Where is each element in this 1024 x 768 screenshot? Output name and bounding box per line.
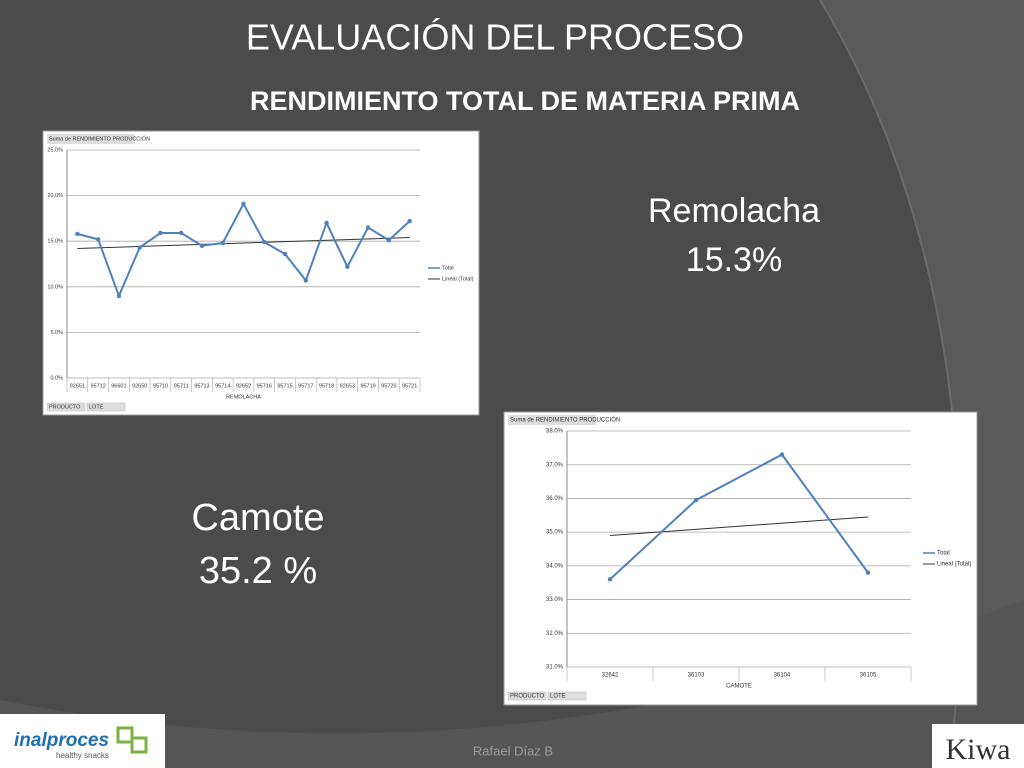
point (407, 218, 412, 224)
point (282, 251, 288, 257)
point (386, 238, 392, 243)
chart-header (47, 134, 135, 144)
y-tick-label: 32.0% (546, 631, 564, 637)
y-tick-label: 34.0% (546, 563, 564, 569)
logo-box (0, 714, 165, 768)
y-tick-label: 36.0% (546, 496, 564, 502)
filter-button (46, 402, 86, 412)
legend-label: Lineal (Total) (937, 562, 971, 568)
x-axis-label: REMOLACHA (226, 394, 261, 400)
label-name: Camote (191, 497, 324, 539)
point (199, 243, 205, 248)
x-tick-label: 95711 (174, 383, 189, 389)
y-tick-label: 15.0% (47, 239, 63, 245)
slide-subtitle: RENDIMIENTO TOTAL DE MATERIA PRIMA (250, 86, 800, 116)
y-tick-label: 38.0% (546, 429, 564, 435)
logo-text: inalproces (14, 730, 109, 751)
x-tick-label: 95712 (90, 383, 105, 389)
trendline (77, 237, 410, 249)
x-tick-label: 32642 (602, 673, 619, 679)
filter-button (507, 691, 547, 701)
point (116, 293, 122, 299)
point (779, 452, 785, 457)
series-line (609, 453, 869, 581)
y-tick-label: 33.0% (546, 597, 564, 603)
slide-title: EVALUACIÓN DEL PROCESO (246, 17, 744, 58)
x-tick-label: 95710 (153, 383, 168, 389)
y-tick-label: 35.0% (546, 530, 564, 536)
point (75, 231, 80, 237)
filter-button (86, 402, 126, 412)
x-axis-label: CAMOTE (726, 684, 752, 690)
logo-icon (130, 736, 148, 754)
legend-label: Total (442, 265, 454, 271)
y-tick-label: 31.0% (546, 665, 564, 671)
point (262, 239, 267, 245)
footer: Rafael Díaz B (473, 743, 553, 758)
trendline (609, 516, 869, 537)
point (137, 245, 142, 250)
point (303, 278, 308, 283)
x-tick-label: 95720 (381, 383, 396, 389)
x-tick-label: 95718 (319, 383, 334, 389)
x-tick-label: 95721 (402, 383, 417, 389)
y-tick-label: 10.0% (47, 284, 63, 290)
point (324, 220, 329, 226)
x-tick-label: 95717 (298, 383, 313, 389)
y-tick-label: 25.0% (47, 147, 63, 153)
point (241, 201, 246, 207)
x-tick-label: 36103 (688, 673, 705, 679)
x-tick-label: 92652 (236, 383, 251, 389)
point (345, 264, 350, 269)
label-value: 35.2 % (199, 550, 317, 592)
logo-tagline: healthy snacks (56, 751, 109, 760)
point (179, 230, 184, 236)
logo-box (932, 724, 1024, 768)
y-tick-label: 0.0% (50, 375, 63, 381)
point (158, 230, 163, 236)
y-tick-label: 5.0% (50, 330, 63, 336)
filter-label: PRODUCTO (510, 694, 545, 700)
x-tick-label: 95714 (215, 383, 230, 389)
legend-label: Total (937, 551, 950, 557)
point (95, 237, 101, 242)
chart-header (508, 415, 596, 425)
x-tick-label: 96601 (111, 383, 126, 389)
point (365, 225, 371, 230)
point (865, 570, 871, 575)
x-tick-label: 92651 (70, 383, 85, 389)
x-tick-label: 36104 (774, 673, 791, 679)
x-tick-label: 92650 (132, 383, 147, 389)
chart-header-text: Suma de RENDIMIENTO PRODUCCIÓN (510, 417, 620, 424)
logo-icon (116, 726, 134, 744)
x-tick-label: 92653 (340, 383, 355, 389)
filter-button (547, 691, 587, 701)
chart-header-text: Suma de RENDIMIENTO PRODUCCIÓN (49, 135, 150, 142)
point (607, 577, 613, 582)
decor-curve (0, 600, 1024, 768)
point (220, 240, 225, 246)
legend-label: Lineal (Total) (442, 276, 474, 282)
y-tick-label: 37.0% (546, 462, 564, 468)
point (693, 497, 699, 503)
x-tick-label: 95713 (194, 383, 209, 389)
x-tick-label: 36105 (860, 673, 877, 679)
x-tick-label: 95715 (277, 383, 292, 389)
x-tick-label: 95716 (257, 383, 272, 389)
filter-label: LOTE (550, 694, 566, 700)
chart-box (42, 130, 480, 416)
label-value: 15.3% (686, 241, 782, 279)
chart-box (503, 411, 978, 706)
x-tick-label: 95719 (360, 383, 375, 389)
filter-label: LOTE (89, 404, 104, 410)
filter-label: PRODUCTO (49, 404, 81, 410)
y-tick-label: 20.0% (47, 193, 63, 199)
label-name: Remolacha (648, 192, 820, 230)
logo-text: Kiwa (946, 733, 1011, 766)
